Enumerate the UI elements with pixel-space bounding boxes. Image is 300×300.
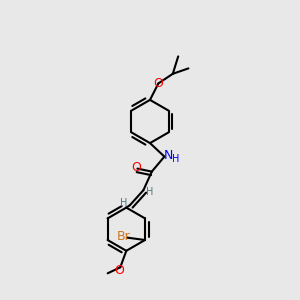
Text: O: O <box>154 77 163 90</box>
Text: H: H <box>172 154 179 164</box>
Text: H: H <box>146 187 153 197</box>
Text: O: O <box>131 160 141 174</box>
Text: N: N <box>164 149 173 162</box>
Text: O: O <box>114 264 124 278</box>
Text: Br: Br <box>117 230 131 244</box>
Text: H: H <box>120 198 128 208</box>
